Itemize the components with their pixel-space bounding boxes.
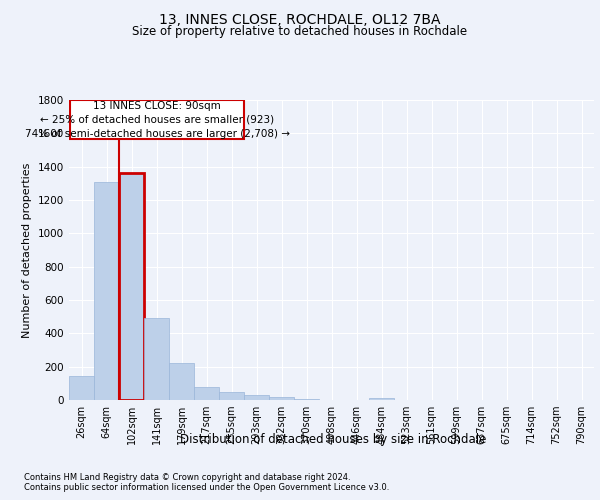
Text: 13 INNES CLOSE: 90sqm
← 25% of detached houses are smaller (923)
74% of semi-det: 13 INNES CLOSE: 90sqm ← 25% of detached … bbox=[25, 100, 290, 138]
Text: Contains HM Land Registry data © Crown copyright and database right 2024.: Contains HM Land Registry data © Crown c… bbox=[24, 472, 350, 482]
Bar bbox=[244, 395, 269, 400]
Bar bbox=[94, 182, 119, 400]
Bar bbox=[219, 392, 244, 400]
Bar bbox=[294, 399, 319, 400]
Bar bbox=[69, 376, 94, 400]
Text: Distribution of detached houses by size in Rochdale: Distribution of detached houses by size … bbox=[180, 432, 486, 446]
Text: 13, INNES CLOSE, ROCHDALE, OL12 7BA: 13, INNES CLOSE, ROCHDALE, OL12 7BA bbox=[159, 12, 441, 26]
Text: Contains public sector information licensed under the Open Government Licence v3: Contains public sector information licen… bbox=[24, 484, 389, 492]
Bar bbox=[169, 362, 194, 400]
Bar bbox=[369, 398, 394, 400]
Bar bbox=[144, 318, 169, 400]
Y-axis label: Number of detached properties: Number of detached properties bbox=[22, 162, 32, 338]
Bar bbox=[269, 396, 294, 400]
Bar bbox=[194, 386, 219, 400]
Bar bbox=[119, 172, 144, 400]
Text: Size of property relative to detached houses in Rochdale: Size of property relative to detached ho… bbox=[133, 25, 467, 38]
Bar bbox=[70, 100, 244, 139]
